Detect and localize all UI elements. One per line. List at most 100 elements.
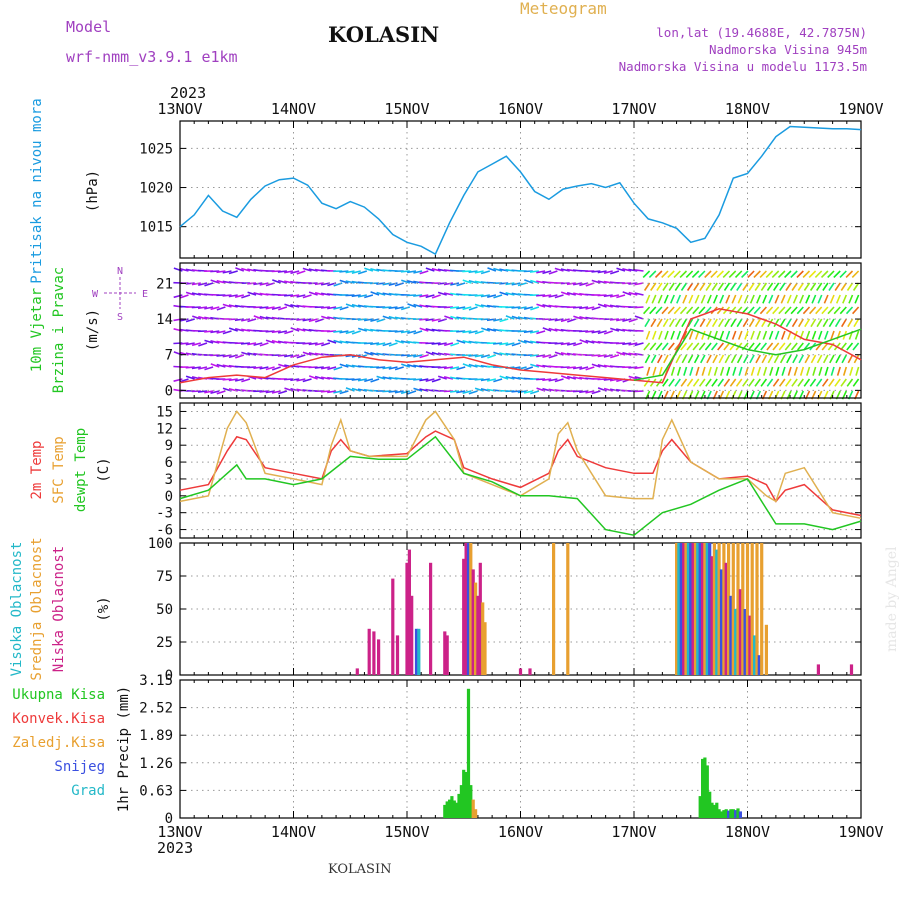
precipitation-bar — [717, 809, 721, 818]
wind-arrow — [760, 378, 768, 387]
wind-arrow — [829, 354, 835, 364]
wind-arrow — [413, 387, 423, 392]
wind-arrow — [692, 378, 700, 387]
clouds-bar — [476, 595, 480, 675]
precipitation-bar — [734, 810, 738, 818]
wind-arrow — [284, 294, 294, 297]
wind-arrow — [321, 342, 331, 347]
wind-arrow — [597, 330, 607, 335]
wind-arrow — [480, 378, 490, 382]
wind-arrow — [698, 306, 706, 315]
precipitation-bar — [715, 802, 719, 818]
precipitation-bar — [455, 802, 459, 818]
wind-arrow — [327, 390, 337, 394]
wind-arrow — [747, 306, 755, 315]
wind-arrow — [742, 282, 749, 291]
wind-arrow — [321, 315, 331, 320]
wind-arrow — [382, 315, 392, 320]
wind-arrow — [400, 354, 410, 357]
wind-arrow — [462, 270, 472, 273]
wind-arrow — [667, 270, 675, 278]
wind-arrow — [228, 378, 238, 382]
y-unit-cloud: (%) — [96, 596, 112, 621]
wind-arrow — [731, 330, 737, 340]
wind-arrow — [792, 354, 798, 364]
wind-arrow — [658, 366, 663, 376]
wind-arrow — [754, 318, 761, 328]
wind-arrow — [597, 280, 607, 284]
y-tick-label: 25 — [156, 635, 173, 651]
wind-arrow — [388, 390, 398, 393]
pressure-series-line-0 — [179, 125, 862, 256]
clouds-bar — [736, 543, 740, 675]
wind-arrow — [806, 366, 811, 376]
wind-arrow — [662, 378, 669, 387]
wind-arrow — [185, 375, 195, 380]
wind-arrow — [450, 366, 460, 370]
wind-arrow — [814, 270, 823, 278]
wind-arrow — [579, 306, 589, 310]
wind-arrow — [536, 330, 546, 335]
wind-arrow — [790, 270, 798, 278]
wind-arrow — [749, 354, 755, 364]
clouds-bar — [750, 543, 754, 675]
clouds-bar — [712, 543, 716, 675]
wind-arrow — [840, 282, 847, 291]
precipitation-bar — [464, 772, 468, 818]
wind-arrow — [560, 366, 570, 369]
wind-arrow — [456, 366, 466, 371]
wind-arrow — [443, 366, 454, 370]
wind-arrow — [591, 279, 601, 284]
wind-arrow — [179, 378, 189, 383]
wind-arrow — [302, 351, 312, 356]
wind-arrow — [855, 366, 860, 376]
wind-arrow — [314, 375, 325, 380]
wind-arrow — [222, 270, 232, 274]
clouds-bar — [724, 562, 728, 675]
wind-arrow — [302, 267, 312, 272]
wind-arrow — [846, 342, 854, 351]
wind-arrow — [650, 282, 657, 291]
wind-arrow — [204, 390, 214, 394]
wind-arrow — [462, 279, 472, 284]
clouds-bar — [443, 631, 447, 675]
wind-arrow — [717, 282, 725, 291]
wind-arrow — [351, 378, 361, 381]
y-tick-label: 14 — [156, 312, 173, 328]
wind-arrow — [431, 294, 441, 299]
wind-arrow — [474, 387, 484, 392]
wind-arrow — [735, 378, 743, 387]
wind-arrow — [351, 330, 361, 335]
wind-arrow — [210, 390, 220, 394]
y-axis-label-sfc-temp: SFC Temp — [51, 436, 67, 503]
wind-arrow — [431, 267, 441, 272]
wind-arrow — [729, 282, 737, 291]
wind-arrow — [742, 378, 749, 387]
wind-arrow — [634, 306, 644, 309]
wind-arrow — [704, 306, 712, 315]
wind-arrow — [706, 354, 712, 364]
wind-arrow — [706, 294, 712, 304]
wind-arrow — [271, 390, 281, 394]
wind-arrow — [517, 330, 527, 333]
wind-arrow — [198, 315, 208, 320]
wind-arrow — [772, 342, 780, 351]
clouds-bar — [355, 668, 359, 675]
wind-arrow — [773, 318, 780, 328]
wind-arrow — [655, 306, 663, 315]
precipitation-bar — [703, 757, 707, 818]
wind-arrow — [784, 306, 792, 315]
wind-arrow — [406, 354, 417, 358]
wind-arrow — [327, 339, 337, 344]
wind-arrow — [511, 306, 521, 309]
x-tick-label-top: 13NOV — [157, 100, 202, 118]
wind-arrow — [738, 366, 743, 376]
wind-arrow — [772, 378, 780, 387]
wind-arrow — [462, 306, 472, 311]
wind-arrow — [711, 282, 718, 291]
wind-arrow — [210, 330, 220, 334]
wind-arrow — [228, 327, 238, 332]
wind-arrow — [731, 294, 737, 304]
y-tick-label: 3 — [165, 472, 173, 488]
precipitation-bar — [712, 804, 716, 818]
